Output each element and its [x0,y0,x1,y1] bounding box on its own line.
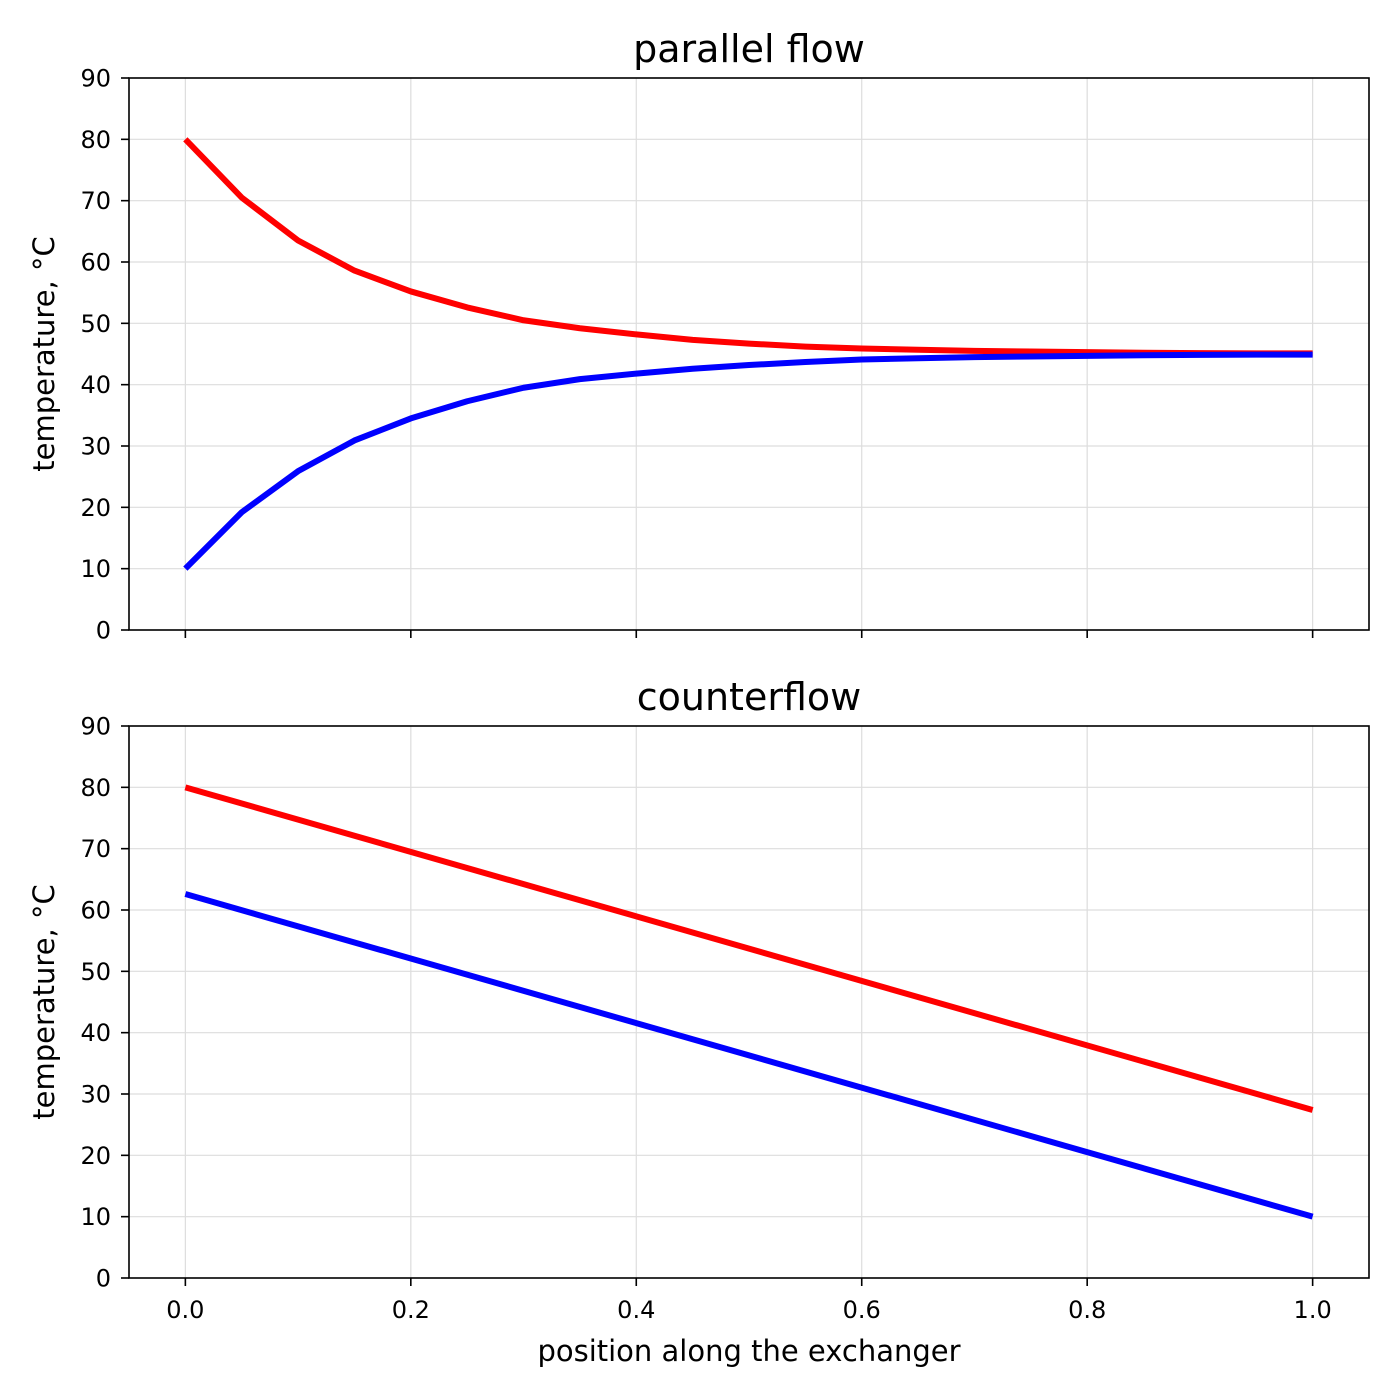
y-tick-label: 50 [80,310,111,338]
y-tick-label: 40 [80,371,111,399]
parallel-flow-panel: 0 10 20 30 40 50 60 70 80 90 parallel flow temperat… [27,27,1370,645]
y-tick-label: 10 [80,555,111,583]
y-tick-label: 20 [80,1142,111,1170]
x-tick-label: 0.4 [617,1296,655,1324]
y-tick-label: 30 [80,433,111,461]
y-tick-label: 80 [80,774,111,802]
y-tick-label: 0 [96,1265,111,1293]
y-tick-label: 10 [80,1203,111,1231]
y-tick-label: 70 [80,187,111,215]
x-tick-label: 0.2 [392,1296,430,1324]
x-tick-label: 0.6 [843,1296,881,1324]
chart-title: parallel flow [633,27,865,71]
y-tick-label: 20 [80,494,111,522]
x-axis-label: position along the exchanger [537,1334,960,1368]
y-tick-label: 0 [96,617,111,645]
series-line-cold [184,891,1314,1220]
y-tick-label: 40 [80,1019,111,1047]
x-tick-label: 0.0 [166,1296,204,1324]
axes-frame [128,77,1370,631]
y-tick-label: 70 [80,835,111,863]
y-axis-label: temperature, °C [27,884,61,1119]
y-axis-label: temperature, °C [27,236,61,471]
counterflow-panel: 0.0 0.2 0.4 0.6 0.8 1.0 0 10 20 30 40 50 60 70 80 90 cou… [27,675,1370,1368]
y-tick-label: 30 [80,1081,111,1109]
series-line-cold [183,351,1313,571]
y-tick-label: 80 [80,126,111,154]
series-line-hot [184,784,1314,1113]
y-tick-label: 90 [80,713,111,741]
x-tick-label: 1.0 [1294,1296,1332,1324]
y-tick-label: 90 [80,65,111,93]
y-tick-label: 60 [80,249,111,277]
axes-frame [128,725,1370,1279]
y-tick-label: 50 [80,958,111,986]
x-tick-label: 0.8 [1068,1296,1106,1324]
chart-title: counterflow [637,675,861,719]
y-tick-label: 60 [80,897,111,925]
